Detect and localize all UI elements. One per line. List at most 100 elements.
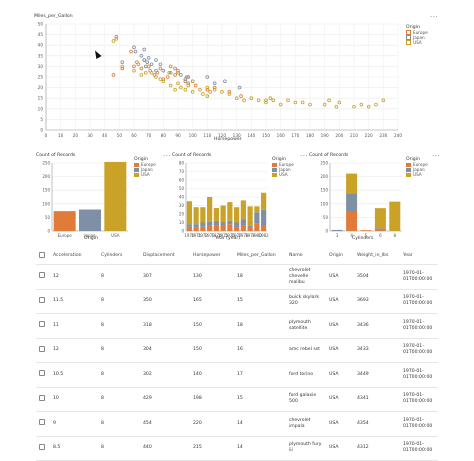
y-tick-label: 250 xyxy=(320,161,328,166)
table-row[interactable]: 12 8 304 150 16 amc rebel sst USA 3433 1970-01-0… xyxy=(36,338,438,363)
scatter-point xyxy=(132,45,136,50)
column-header[interactable]: Displacement xyxy=(140,248,190,265)
scatter-point xyxy=(264,98,268,103)
table-row[interactable]: 11.5 8 350 165 15 buick skylark 320 USA 3693 197… xyxy=(36,289,438,314)
scatter-point xyxy=(111,39,116,43)
y-tick-label: 30 xyxy=(179,203,185,208)
x-tick-label: 130 xyxy=(233,133,241,138)
scatter-point xyxy=(120,60,125,64)
scatter-menu-button[interactable]: ··· xyxy=(430,13,439,21)
scatter-point xyxy=(185,75,189,79)
bar-segment xyxy=(234,222,240,228)
bar-segment xyxy=(331,229,343,231)
table-cell: 318 xyxy=(140,313,190,339)
column-header[interactable]: Year xyxy=(400,248,438,265)
scatter-point xyxy=(173,66,177,71)
bar-segment xyxy=(346,173,358,194)
y-tick-label: 200 xyxy=(42,174,50,179)
bar3-menu-button[interactable]: ··· xyxy=(432,152,441,160)
column-header[interactable]: Weight_in_lbs xyxy=(354,248,400,265)
column-header[interactable]: Horsepower xyxy=(190,248,234,265)
bar3-chart[interactable]: 0 50 100 150 200 250 3 4 5 6 8 xyxy=(300,150,474,250)
x-tick-label: 160 xyxy=(277,133,285,138)
scatter-point xyxy=(133,49,138,54)
table-cell: 1970-01-01T00:00:00 xyxy=(400,289,438,314)
table-row[interactable]: 9 8 454 220 14 chevrolet impala USA 4354 1970-01… xyxy=(36,411,438,437)
scatter-point xyxy=(374,102,378,107)
bar-segment xyxy=(247,206,253,226)
table-cell: 8 xyxy=(98,264,140,290)
x-tick-label: 180 xyxy=(306,133,314,138)
scatter-chart[interactable]: 0 5 10 15 20 25 30 35 40 45 50 0 10 20 30 40 50 60 70 80 90 1… xyxy=(0,0,474,150)
y-tick-label: 70 xyxy=(179,169,185,174)
scatter-point xyxy=(205,94,210,98)
table-cell: 15 xyxy=(234,289,286,314)
row-checkbox[interactable] xyxy=(39,394,45,401)
row-checkbox[interactable] xyxy=(39,443,45,450)
bar-segment xyxy=(193,227,199,231)
x-tick-label: 90 xyxy=(175,133,181,138)
x-tick-label: 240 xyxy=(394,133,402,138)
bar-segment xyxy=(200,222,206,227)
row-checkbox[interactable] xyxy=(39,370,45,377)
bar-segment xyxy=(213,220,219,226)
table-cell: chevrolet chevelle malibu xyxy=(286,264,326,290)
row-checkbox[interactable] xyxy=(39,272,45,279)
x-tick-label: 1980 xyxy=(252,233,263,238)
column-header[interactable]: Acceleration xyxy=(50,248,98,265)
bar-segment xyxy=(186,201,192,225)
table-cell: 1970-01-01T00:00:00 xyxy=(400,436,438,461)
table-row[interactable]: 8.5 8 440 215 14 plymouth fury iii USA 4312 1970… xyxy=(36,436,438,461)
table-cell: 3693 xyxy=(354,289,400,314)
bar2-menu-button[interactable]: ··· xyxy=(300,152,309,160)
table-cell: 15 xyxy=(234,387,286,412)
bar1-title: Count of Records xyxy=(36,153,76,158)
table-cell: 3433 xyxy=(354,338,400,363)
row-checkbox[interactable] xyxy=(39,321,45,328)
table-cell: 1970-01-01T00:00:00 xyxy=(400,411,438,437)
scatter-point xyxy=(193,83,198,88)
bar-segment xyxy=(227,224,233,231)
row-checkbox[interactable] xyxy=(39,345,45,352)
table-cell: USA xyxy=(326,436,354,461)
bar2-chart[interactable]: 0102030405060708019701971197219731974197… xyxy=(150,150,310,250)
scatter-point xyxy=(136,62,141,67)
x-tick-label: 170 xyxy=(291,133,299,138)
column-header[interactable]: Name xyxy=(286,248,326,265)
select-all-checkbox[interactable] xyxy=(39,251,45,258)
bar-segment xyxy=(193,224,199,228)
scatter-point xyxy=(129,49,133,54)
x-tick-label: 20 xyxy=(73,133,79,138)
row-checkbox[interactable] xyxy=(39,419,45,426)
bar1-menu-button[interactable]: ··· xyxy=(163,152,172,160)
table-cell: 429 xyxy=(140,387,190,412)
x-tick-label: 1977 xyxy=(232,233,243,238)
scatter-point xyxy=(176,68,180,73)
bar-segment xyxy=(213,208,219,221)
scatter-point xyxy=(237,85,242,90)
x-tick-label: 1979 xyxy=(245,233,256,238)
scatter-legend-title: Origin xyxy=(406,25,420,30)
table-cell: USA xyxy=(326,264,354,290)
row-checkbox[interactable] xyxy=(39,296,45,303)
table-cell: 4354 xyxy=(354,411,400,437)
column-header[interactable]: Cylinders xyxy=(98,248,140,265)
table-cell: 198 xyxy=(190,387,234,412)
table-cell: 165 xyxy=(190,289,234,314)
bar1-legend-japan-icon xyxy=(134,167,139,172)
scatter-point xyxy=(149,70,154,75)
scatter-point xyxy=(132,64,136,69)
table-cell: 10 xyxy=(50,387,98,412)
table-row[interactable]: 11 8 318 150 18 plymouth satellite USA 3436 1970… xyxy=(36,313,438,339)
table-row[interactable]: 10.5 8 302 140 17 ford torino USA 3449 1970-01-0… xyxy=(36,362,438,388)
column-header[interactable]: Origin xyxy=(326,248,354,265)
table-body: 12 8 307 130 18 chevrolet chevelle malibu USA 3… xyxy=(36,264,438,461)
table-row[interactable]: 12 8 307 130 18 chevrolet chevelle malibu USA 3… xyxy=(36,264,438,290)
table-cell: chevrolet impala xyxy=(286,411,326,437)
scatter-point xyxy=(205,75,210,79)
column-header[interactable]: Miles_per_Gallon xyxy=(234,248,286,265)
table-row[interactable]: 10 8 429 198 15 ford galaxie 500 USA 4341 1970-0… xyxy=(36,387,438,412)
x-tick-label: 1972 xyxy=(198,233,209,238)
x-tick-label: 4 xyxy=(350,233,353,238)
